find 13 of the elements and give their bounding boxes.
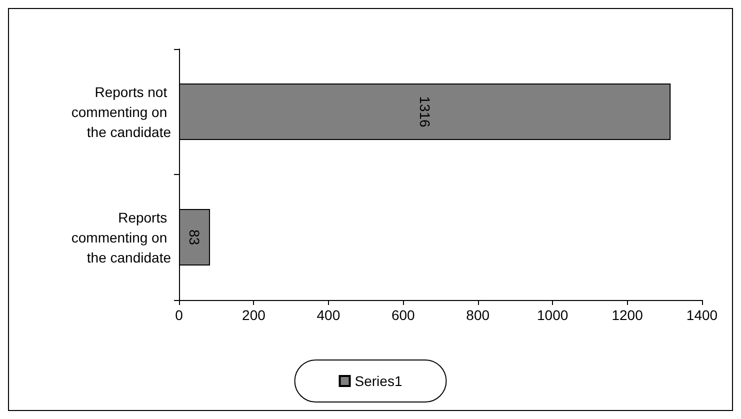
x-tick-label: 800 (466, 307, 490, 323)
y-tick-label: Reports commenting on the candidate (71, 209, 172, 266)
y-tick-label: Reports not commenting on the candidate (71, 84, 172, 140)
x-tick-label: 1400 (686, 307, 718, 323)
x-tick-label: 200 (242, 307, 266, 323)
x-tick-label: 400 (316, 307, 340, 323)
x-tick-label: 600 (391, 307, 416, 323)
data-label: 83 (186, 229, 203, 246)
x-tick-label: 0 (175, 307, 184, 323)
legend-label: Series1 (354, 373, 402, 389)
x-tick-label: 1200 (612, 307, 644, 323)
data-label: 1316 (416, 96, 433, 128)
x-tick-label: 1000 (536, 307, 568, 323)
